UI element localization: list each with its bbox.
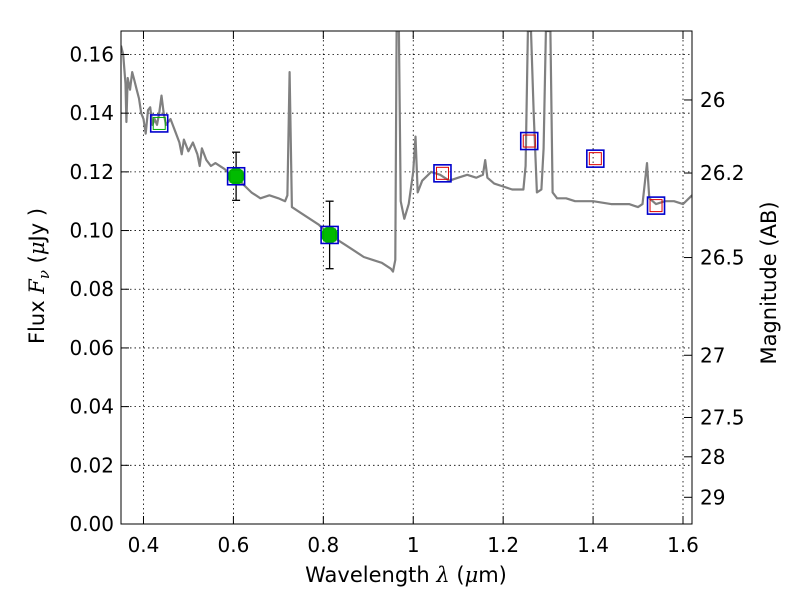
y-tick-label: 0.12 xyxy=(69,160,114,184)
axes-frame xyxy=(120,30,693,525)
y-tick-label: 0.04 xyxy=(69,395,114,419)
right-tick-label: 27 xyxy=(700,343,725,367)
x-tick-label: 1.2 xyxy=(487,533,519,557)
x-tick-label: 1 xyxy=(407,533,420,557)
model-photometry-box xyxy=(226,166,246,186)
x-tick-label: 0.8 xyxy=(307,533,339,557)
model-photometry-inner-box xyxy=(152,116,166,130)
x-axis-label: Wavelength λ (μm) xyxy=(305,563,507,587)
model-photometry-box xyxy=(433,164,452,183)
model-photometry-inner-box xyxy=(649,199,663,213)
x-tick-label: 0.6 xyxy=(217,533,249,557)
model-photometry-box xyxy=(320,225,339,245)
right-axis-label: Magnitude (AB) xyxy=(757,201,781,364)
y-axis-label: Flux Fν (μJy ) xyxy=(25,208,53,344)
grid xyxy=(121,31,692,524)
model-photometry-inner-box xyxy=(435,166,449,180)
right-tick-label: 26.2 xyxy=(700,161,745,185)
axis-ticks: 0.4 0.6 0.8 1 1.2 1.4 1.6 0.00 0.02 0.04 0.06 0.08 0… xyxy=(69,31,745,557)
right-tick-label: 28 xyxy=(700,445,725,469)
y-tick-label: 0.08 xyxy=(69,277,114,301)
right-tick-label: 27.5 xyxy=(700,405,745,429)
right-tick-label: 26 xyxy=(700,88,725,112)
plot-area xyxy=(121,31,692,273)
right-tick-label: 29 xyxy=(700,485,725,509)
model-photometry-inner-box xyxy=(522,134,536,148)
y-tick-label: 0.16 xyxy=(69,42,114,66)
y-tick-label: 0.00 xyxy=(69,512,114,536)
y-tick-label: 0.06 xyxy=(69,336,114,360)
y-tick-label: 0.10 xyxy=(69,219,114,243)
x-tick-label: 1.4 xyxy=(577,533,609,557)
right-tick-label: 26.5 xyxy=(700,246,745,270)
y-tick-label: 0.14 xyxy=(69,101,114,125)
model-photometry-inner-box xyxy=(323,228,337,242)
x-tick-label: 0.4 xyxy=(128,533,160,557)
model-photometry-box xyxy=(149,114,169,133)
model-photometry-box xyxy=(586,149,605,168)
x-tick-label: 1.6 xyxy=(667,533,699,557)
model-photometry-inner-box xyxy=(588,152,602,166)
model-photometry-box xyxy=(519,131,539,151)
model-spectrum-line xyxy=(121,31,692,273)
model-photometry-inner-box xyxy=(229,169,243,183)
model-photometry-box xyxy=(646,196,666,215)
y-tick-label: 0.02 xyxy=(69,453,114,477)
